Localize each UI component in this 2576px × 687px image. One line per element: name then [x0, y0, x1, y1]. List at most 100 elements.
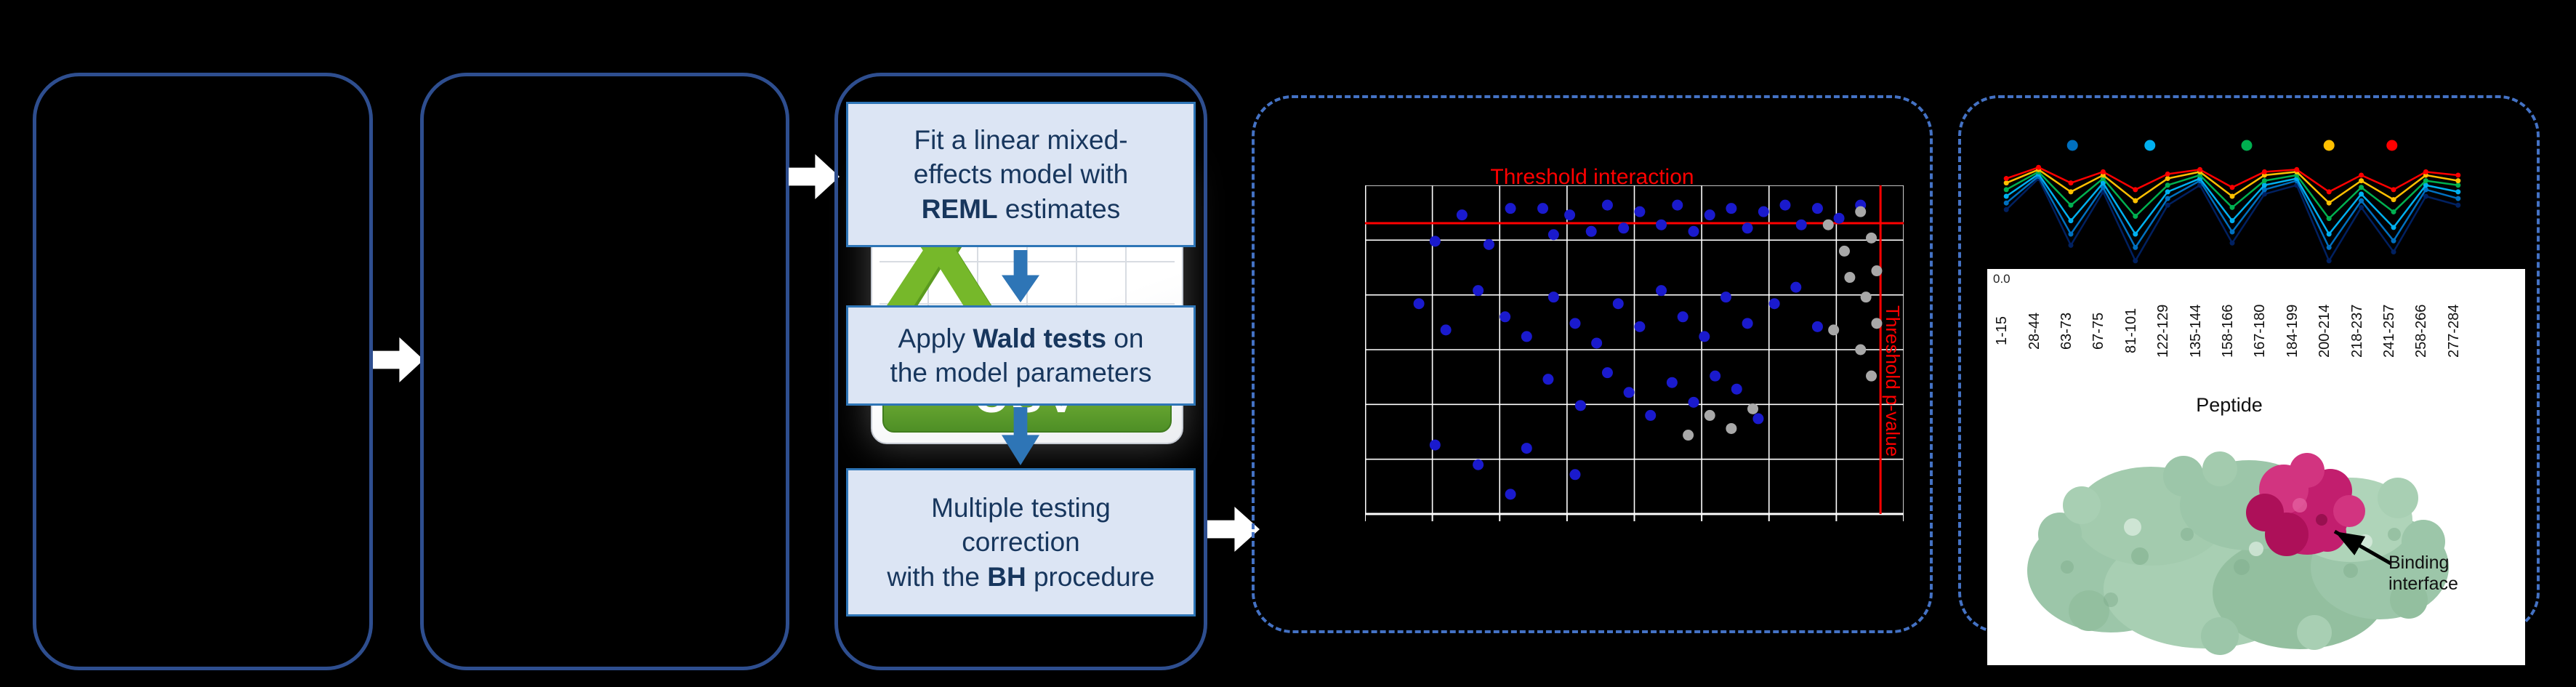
scatter-point-significant [1500, 311, 1511, 323]
uptake-marker [2003, 200, 2009, 206]
scatter-result-panel: Threshold interaction Threshold p-value [1252, 95, 1933, 633]
uptake-marker [2068, 231, 2074, 237]
scatter-point-significant [1601, 199, 1613, 211]
uptake-marker [2100, 169, 2106, 174]
scatter-point-significant [1456, 209, 1468, 221]
scatter-point-significant [1768, 298, 1780, 310]
scatter-plot [1365, 185, 1904, 521]
peptide-label: 184-199 [2284, 304, 2301, 358]
uptake-marker [2423, 178, 2428, 184]
uptake-marker [2133, 231, 2138, 237]
uptake-marker [2165, 196, 2170, 201]
scatter-point-non-significant [1683, 430, 1694, 441]
uptake-marker [2229, 240, 2235, 246]
scatter-point-significant [1720, 292, 1731, 303]
uptake-marker [2326, 189, 2332, 195]
uptake-marker [2261, 169, 2267, 174]
uptake-marker [2455, 172, 2461, 178]
scatter-point-significant [1429, 236, 1441, 247]
scatter-point-significant [1656, 219, 1667, 230]
scatter-point-non-significant [1855, 344, 1867, 355]
binding-interface-arrow-icon [2333, 529, 2392, 566]
uptake-marker [2003, 193, 2009, 199]
uptake-marker [2391, 249, 2396, 255]
binding-interface-region [2246, 453, 2365, 556]
uptake-marker [2165, 182, 2170, 188]
uptake-marker [2391, 187, 2396, 193]
scatter-point-significant [1666, 377, 1678, 388]
scatter-point-significant [1790, 281, 1802, 293]
scatter-side-label: Threshold p-value [1882, 305, 1904, 457]
scatter-point-significant [1440, 324, 1452, 336]
workflow-step-wald: Apply Wald tests on the model parameters [846, 305, 1196, 406]
uptake-marker [2294, 166, 2300, 172]
scatter-point-significant [1505, 203, 1516, 214]
uptake-marker [2359, 178, 2364, 184]
scatter-point-non-significant [1860, 292, 1872, 303]
uptake-marker [2423, 187, 2428, 193]
scatter-point-non-significant [1704, 409, 1715, 421]
uptake-marker [2003, 176, 2009, 182]
scatter-point-significant [1585, 225, 1597, 237]
timepoint-legend-dot [2241, 140, 2253, 151]
uptake-marker [2068, 189, 2074, 195]
peptide-label: 167-180 [2252, 304, 2269, 358]
uptake-line-t3 [2005, 172, 2459, 236]
peptide-label: 241-257 [2381, 304, 2397, 358]
scatter-point-non-significant [1726, 422, 1737, 434]
uptake-marker [2391, 225, 2396, 230]
uptake-marker [2036, 164, 2042, 170]
uptake-marker [2133, 187, 2138, 193]
uptake-marker [2068, 218, 2074, 224]
uptake-marker [2391, 197, 2396, 203]
uptake-marker [2359, 185, 2364, 190]
scatter-point-significant [1656, 285, 1667, 297]
scatter-point-significant [1618, 222, 1630, 234]
uptake-marker [2229, 204, 2235, 210]
scatter-point-non-significant [1866, 232, 1877, 244]
timepoint-legend-dot [2066, 140, 2078, 151]
uptake-marker [2261, 191, 2267, 197]
figure-white-box: 0.0 1-15 28-44 63-73 67-75 81-101 122-129 135-… [1987, 269, 2525, 665]
uptake-marker [2197, 166, 2203, 172]
uptake-marker [2229, 218, 2235, 224]
protein-surface [2027, 451, 2449, 655]
scatter-point-non-significant [1871, 318, 1883, 329]
uptake-marker [2326, 244, 2332, 250]
uptake-marker [2133, 214, 2138, 220]
protein-structure-image [2027, 451, 2449, 655]
uptake-marker [2100, 180, 2106, 186]
scatter-point-significant [1574, 400, 1586, 411]
csv-panel: X CSV [420, 73, 1183, 670]
scatter-point-non-significant [1871, 265, 1883, 277]
uptake-marker [2261, 187, 2267, 193]
peptide-label: 67-75 [2090, 312, 2107, 350]
uptake-marker [2165, 171, 2170, 177]
timepoint-legend-dot [2144, 140, 2156, 151]
uptake-marker [2261, 182, 2267, 188]
timepoint-legend-dot [2323, 140, 2335, 151]
scatter-point-significant [1779, 199, 1791, 211]
uptake-marker [2326, 200, 2332, 206]
uptake-marker [2359, 191, 2364, 197]
uptake-marker [2133, 244, 2138, 250]
peptide-label: 122-129 [2155, 304, 2172, 358]
scatter-point-significant [1505, 489, 1516, 500]
uptake-marker [2326, 216, 2332, 222]
peptide-label: 218-237 [2348, 304, 2365, 358]
scatter-point-significant [1634, 321, 1646, 332]
uptake-marker [2326, 231, 2332, 237]
peptide-label: 135-144 [2187, 304, 2204, 358]
uptake-marker [2359, 198, 2364, 204]
scatter-point-significant [1542, 374, 1554, 385]
scatter-point-significant [1483, 238, 1494, 250]
scatter-point-significant [1699, 331, 1710, 342]
uptake-marker [2003, 180, 2009, 186]
uptake-marker [2229, 185, 2235, 190]
flow-arrow-right-icon [789, 154, 840, 199]
uptake-marker [2229, 193, 2235, 199]
scatter-point-significant [1473, 285, 1484, 297]
scatter-point-significant [1473, 459, 1484, 470]
scatter-point-significant [1521, 331, 1532, 342]
